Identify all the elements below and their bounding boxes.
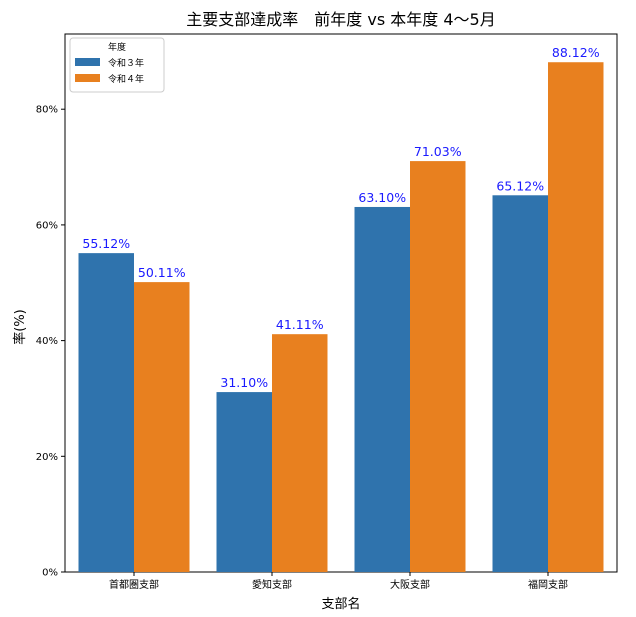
- legend-entry: 令和３年: [108, 57, 144, 69]
- bar[interactable]: [134, 282, 190, 572]
- bars: [78, 62, 604, 573]
- x-tick-label: 福岡支部: [528, 578, 568, 591]
- data-label: 63.10%: [358, 190, 406, 205]
- legend-swatch: [75, 58, 100, 66]
- legend-swatch: [75, 74, 100, 82]
- bar[interactable]: [548, 62, 604, 573]
- x-tick-label: 首都圏支部: [109, 578, 159, 591]
- bar[interactable]: [410, 161, 466, 572]
- x-axis-ticks: 首都圏支部 愛知支部 大阪支部 福岡支部: [109, 572, 568, 591]
- y-axis-label: 率(%): [12, 309, 28, 345]
- data-label: 41.11%: [276, 317, 324, 332]
- legend-title: 年度: [108, 41, 126, 53]
- data-label: 88.12%: [552, 45, 600, 60]
- x-tick-label: 大阪支部: [390, 578, 430, 591]
- plot-frame: [64, 33, 618, 573]
- bar[interactable]: [272, 334, 328, 572]
- y-tick-label: 80%: [36, 105, 58, 116]
- bar[interactable]: [354, 206, 411, 572]
- data-label: 55.12%: [82, 236, 130, 251]
- chart-title: 主要支部達成率 前年度 vs 本年度 4〜5月: [186, 10, 495, 29]
- y-tick-label: 60%: [36, 220, 58, 231]
- y-tick-label: 0%: [42, 568, 58, 579]
- x-axis-label: 支部名: [321, 596, 360, 612]
- data-label: 31.10%: [220, 375, 268, 390]
- legend-entry: 令和４年: [108, 73, 144, 85]
- data-labels: 55.12% 50.11% 31.10% 41.11% 63.10% 71.03% 65.1…: [82, 45, 599, 390]
- data-label: 50.11%: [138, 265, 186, 280]
- data-label: 71.03%: [414, 144, 462, 159]
- x-tick-label: 愛知支部: [252, 578, 292, 591]
- bar[interactable]: [78, 253, 135, 572]
- y-tick-label: 20%: [36, 452, 58, 463]
- y-axis-ticks: 0% 20% 40% 60% 80%: [36, 105, 65, 579]
- y-tick-label: 40%: [36, 336, 58, 347]
- data-label: 65.12%: [496, 178, 544, 193]
- plot-area: [64, 33, 618, 573]
- bar[interactable]: [216, 392, 273, 572]
- bar[interactable]: [492, 195, 549, 572]
